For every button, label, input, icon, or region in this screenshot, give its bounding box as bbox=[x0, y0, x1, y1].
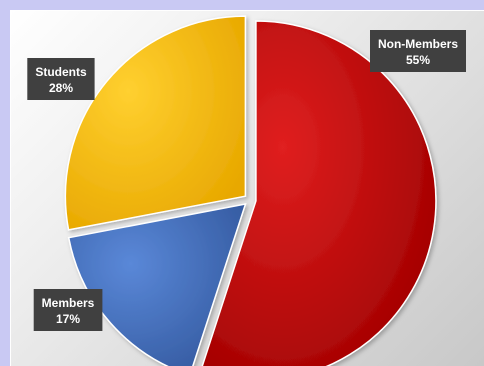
pie-data-labels: Non-Members 55% Members 17% Students 28% bbox=[27, 30, 466, 331]
data-label-box bbox=[33, 289, 103, 331]
pie-slice-members bbox=[67, 202, 247, 366]
data-label-box bbox=[370, 30, 466, 72]
data-label-box bbox=[27, 58, 95, 100]
data-label-category: Non-Members bbox=[378, 37, 458, 51]
pie-slices bbox=[64, 15, 437, 366]
pie-slice-non-members bbox=[201, 20, 437, 366]
data-label-members: Members 17% bbox=[33, 289, 103, 331]
data-label-category: Members bbox=[42, 296, 95, 310]
data-label-value: 28% bbox=[49, 81, 73, 95]
data-label-value: 17% bbox=[56, 312, 80, 326]
data-label-category: Students bbox=[35, 65, 87, 79]
pie-slice-students bbox=[64, 15, 247, 231]
data-label-students: Students 28% bbox=[27, 58, 95, 100]
data-label-non-members: Non-Members 55% bbox=[370, 30, 466, 72]
data-label-value: 55% bbox=[406, 53, 430, 67]
